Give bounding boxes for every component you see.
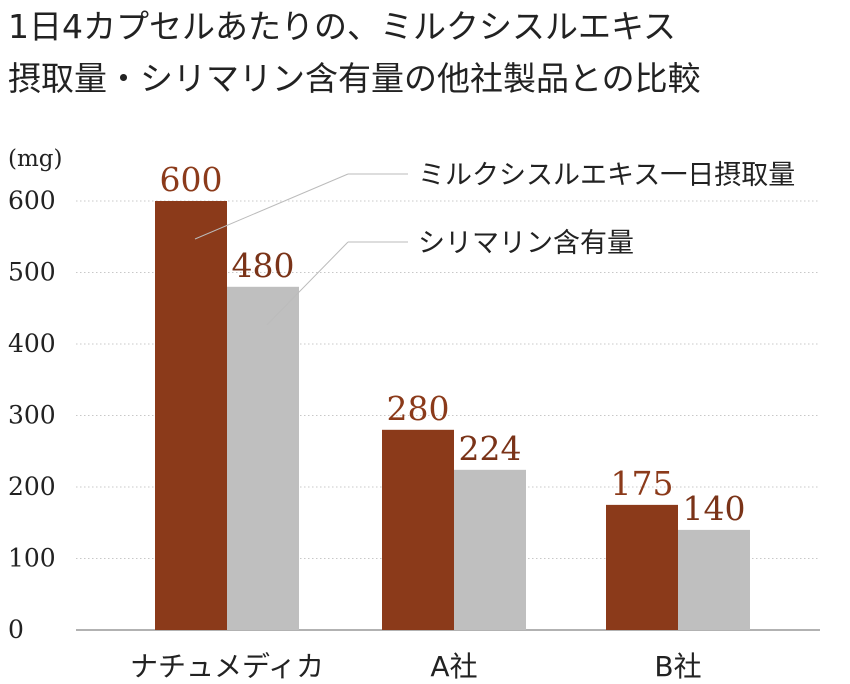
bar-series-0 [606,504,678,630]
legend-entry: シリマリン含有量 [418,228,634,259]
bar-series-1 [678,529,750,630]
y-tick-label: 300 [8,401,56,430]
chart-title-line-1: 1日4カプセルあたりの、ミルクシスルエキス [8,7,676,46]
data-label: 480 [232,246,295,285]
data-label: 175 [611,464,674,503]
data-label: 224 [459,429,522,468]
legend-leader-line [266,241,349,326]
bar-series-1 [227,286,299,630]
y-tick-label: 600 [8,186,56,215]
y-tick-label: 100 [8,544,56,573]
y-tick-label: 500 [8,258,56,287]
category-label: ナチュメディカ [130,650,324,683]
legend-leader-line [194,173,349,240]
y-tick-label: 400 [8,329,56,358]
data-label: 600 [160,160,223,199]
category-label: B社 [654,650,701,683]
category-label: A社 [430,650,477,683]
y-axis-ticks: 0 100 200 300 400 500 600 [8,186,56,644]
y-axis-unit: (mg) [8,146,62,172]
bar-series-1 [454,469,526,630]
chart-title-line-2: 摂取量・シリマリン含有量の他社製品との比較 [8,59,701,98]
bar-series-0 [155,201,227,630]
legend-entry: ミルクシスルエキス一日摂取量 [418,160,795,191]
category-labels: ナチュメディカ A社 B社 [130,650,702,683]
data-label: 140 [683,489,746,528]
y-tick-label: 200 [8,472,56,501]
bar-series-0 [382,429,454,630]
y-tick-label: 0 [8,615,24,644]
bars [155,201,750,630]
data-label: 280 [387,389,450,428]
